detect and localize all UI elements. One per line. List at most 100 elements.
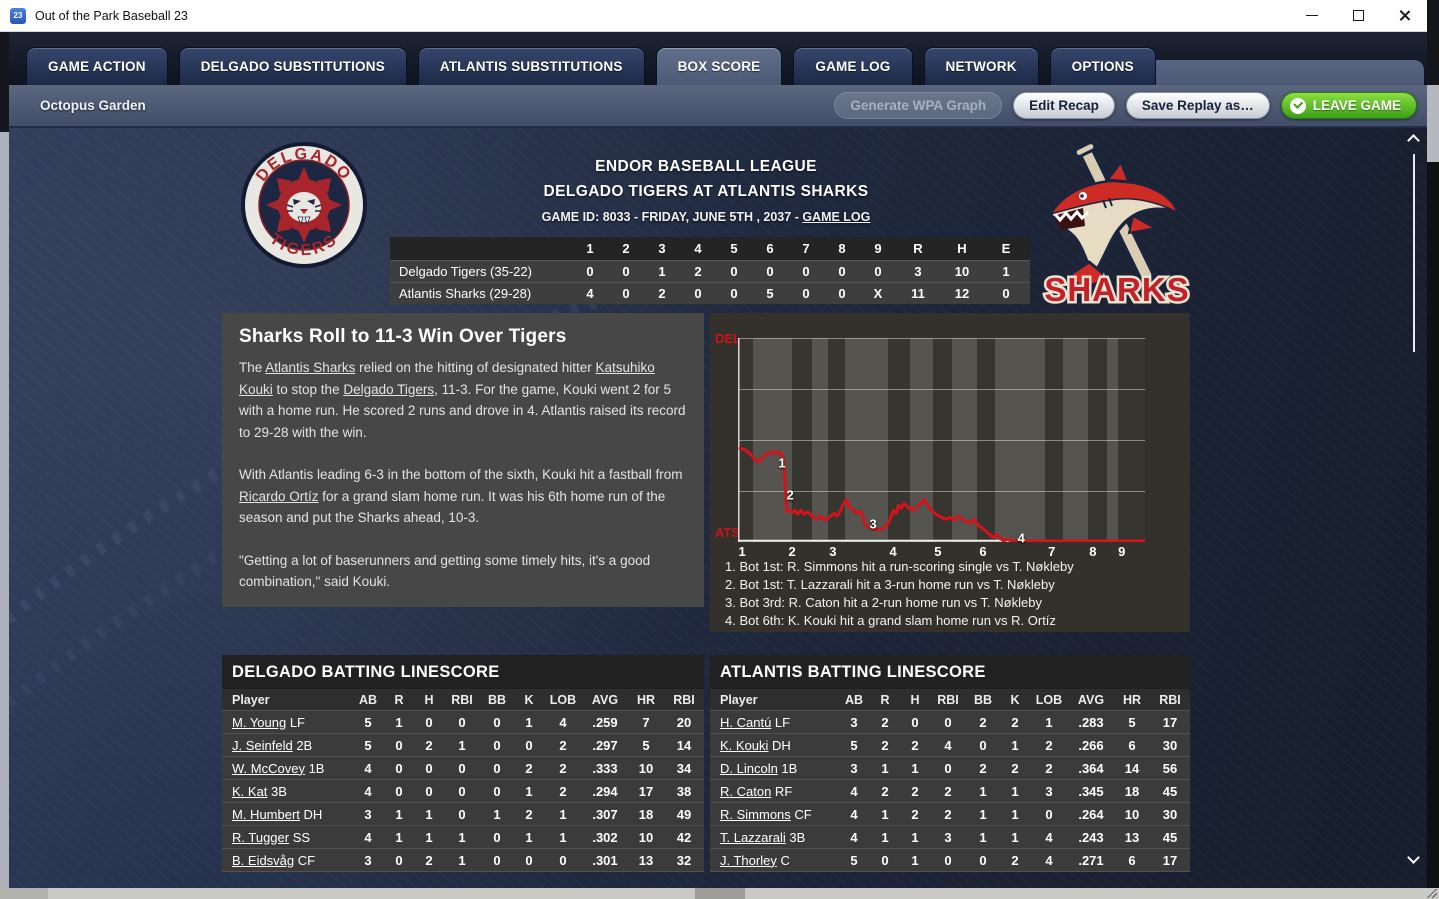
tab-options[interactable]: OPTIONS bbox=[1049, 47, 1156, 85]
save-replay-as-label: Save Replay as… bbox=[1141, 98, 1254, 113]
column-header-avg-8: AVG bbox=[1077, 692, 1105, 707]
scroll-down-icon[interactable] bbox=[1407, 851, 1420, 864]
stat-cell: 1 bbox=[458, 829, 466, 845]
maximize-button[interactable] bbox=[1335, 0, 1381, 31]
stat-cell: 1 bbox=[911, 852, 919, 868]
minimize-button[interactable] bbox=[1289, 0, 1335, 31]
stat-cell: .302 bbox=[592, 829, 618, 845]
column-header-ab-1: AB bbox=[358, 692, 378, 707]
stat-cell: 1 bbox=[979, 783, 987, 799]
linescore-row-delgado-tigers-35-22: Delgado Tigers (35-22) 0 0 1 2 0 0 0 0 0 3 10 1 bbox=[390, 260, 1030, 282]
inning-linescore: 1 2 3 4 5 6 7 8 9 R H E Delgado Tigers (35-22) 0 0 1 2 0 0… bbox=[390, 237, 1030, 304]
stat-cell: 0 bbox=[493, 783, 501, 799]
player-position: RF bbox=[771, 783, 793, 799]
stat-cell: 0 bbox=[425, 714, 433, 730]
stat-cell: 4 bbox=[850, 806, 858, 822]
stat-cell: 2 bbox=[881, 783, 889, 799]
player-link[interactable]: M. Young bbox=[232, 714, 287, 730]
stat-cell: 0 bbox=[493, 737, 501, 753]
stat-cell: .345 bbox=[1078, 783, 1104, 799]
stat-cell: 2 bbox=[525, 806, 533, 822]
stat-cell: 0 bbox=[493, 829, 501, 845]
player-link[interactable]: J. Seinfeld bbox=[232, 737, 293, 753]
player-link[interactable]: K. Kat bbox=[232, 783, 268, 799]
wpa-marker-3: 3 bbox=[869, 516, 877, 532]
stat-cell: 2 bbox=[525, 760, 533, 776]
shark-art bbox=[1049, 159, 1180, 292]
stat-cell: 2 bbox=[559, 760, 567, 776]
stat-cell: 30 bbox=[1162, 737, 1178, 753]
tab-delgado-substitutions[interactable]: DELGADO SUBSTITUTIONS bbox=[178, 47, 407, 85]
scrollbar-thumb[interactable] bbox=[1413, 154, 1415, 352]
desktop-edge-left bbox=[0, 132, 9, 888]
atlantis-sharks-logo: SHARKS bbox=[1042, 141, 1191, 308]
tab-atlantis-substitutions[interactable]: ATLANTIS SUBSTITUTIONS bbox=[417, 47, 645, 85]
stat-cell: 0 bbox=[559, 852, 567, 868]
stat-cell: 1 bbox=[395, 806, 403, 822]
scroll-up-icon[interactable] bbox=[1407, 134, 1420, 147]
tab-game-action[interactable]: GAME ACTION bbox=[26, 47, 168, 85]
player-position: CF bbox=[790, 806, 812, 822]
player-link[interactable]: H. Cantú bbox=[720, 714, 772, 730]
inning-score: 0 bbox=[766, 264, 774, 279]
stat-cell: .307 bbox=[592, 806, 618, 822]
stat-cell: 5 bbox=[850, 852, 858, 868]
stat-cell: 0 bbox=[395, 852, 403, 868]
wpa-band bbox=[1044, 338, 1064, 542]
wpa-band bbox=[1088, 338, 1108, 542]
stat-cell: .243 bbox=[1078, 829, 1104, 845]
game-info-line: GAME ID: 8033 - FRIDAY, JUNE 5TH , 2037 … bbox=[222, 210, 1190, 224]
recap-link-delgado-tigers[interactable]: Delgado Tigers bbox=[343, 381, 435, 397]
player-link[interactable]: R. Caton bbox=[720, 783, 772, 799]
player-cell: K. Kouki DH bbox=[710, 738, 838, 753]
inning-score: 0 bbox=[838, 286, 846, 301]
resize-grip-icon[interactable] bbox=[1427, 889, 1437, 898]
player-link[interactable]: R. Tugger bbox=[232, 829, 290, 845]
stat-cell: .301 bbox=[592, 852, 618, 868]
column-header-rbi-10: RBI bbox=[673, 692, 695, 707]
tab-game-log[interactable]: GAME LOG bbox=[793, 47, 913, 85]
edit-recap-button[interactable]: Edit Recap bbox=[1013, 92, 1115, 119]
stat-cell: 2 bbox=[1045, 737, 1053, 753]
stat-cell: 0 bbox=[944, 760, 952, 776]
recap-link-katsuhiko-kouki[interactable]: Katsuhiko Kouki bbox=[239, 360, 655, 397]
player-link[interactable]: T. Lazzarali bbox=[720, 829, 786, 845]
save-replay-as-button[interactable]: Save Replay as… bbox=[1125, 92, 1270, 119]
stat-cell: 0 bbox=[911, 714, 919, 730]
inning-score: 1 bbox=[658, 264, 666, 279]
taskbar-segment bbox=[0, 888, 48, 899]
game-log-link[interactable]: GAME LOG bbox=[802, 210, 871, 224]
recap-paragraph: The Atlantis Sharks relied on the hittin… bbox=[239, 357, 687, 443]
player-link[interactable]: B. Eidsvåg bbox=[232, 852, 295, 868]
column-header-r-2: R bbox=[880, 692, 890, 707]
tab-box-score[interactable]: BOX SCORE bbox=[655, 47, 783, 85]
batting-row-k-kouki: K. Kouki DH 5 2 2 4 0 1 2 .266 6 30 bbox=[710, 734, 1190, 757]
player-link[interactable]: W. McCovey bbox=[232, 760, 305, 776]
player-link[interactable]: K. Kouki bbox=[720, 737, 769, 753]
stat-cell: 1 bbox=[493, 806, 501, 822]
recap-text: relied on the hitting of designated hitt… bbox=[355, 360, 596, 375]
inning-header: 2 bbox=[622, 241, 630, 256]
stat-cell: 0 bbox=[395, 737, 403, 753]
column-header-hr-9: HR bbox=[636, 692, 656, 707]
player-link[interactable]: J. Thorley bbox=[720, 852, 777, 868]
player-link[interactable]: D. Lincoln bbox=[720, 760, 778, 776]
stat-cell: 38 bbox=[676, 783, 692, 799]
player-link[interactable]: R. Simmons bbox=[720, 806, 791, 822]
stat-cell: 42 bbox=[676, 829, 692, 845]
stat-cell: 2 bbox=[1011, 852, 1019, 868]
column-header-h-3: H bbox=[424, 692, 434, 707]
tab-network[interactable]: NETWORK bbox=[923, 47, 1039, 85]
player-link[interactable]: M. Humbert bbox=[232, 806, 300, 822]
desktop-edge-bottom bbox=[0, 888, 1439, 899]
close-button[interactable] bbox=[1381, 0, 1427, 31]
player-cell: J. Seinfeld 2B bbox=[222, 738, 352, 753]
leave-game-button[interactable]: LEAVE GAME bbox=[1280, 92, 1417, 119]
stat-cell: .259 bbox=[592, 714, 618, 730]
wpa-annotation: 1. Bot 1st: R. Simmons hit a run-scoring… bbox=[725, 559, 1074, 574]
recap-link-atlantis-sharks[interactable]: Atlantis Sharks bbox=[265, 360, 356, 375]
wpa-annotation: 2. Bot 1st: T. Lazzarali hit a 3-run hom… bbox=[725, 577, 1055, 592]
batting-row-m-humbert: M. Humbert DH 3 1 1 0 1 2 1 .307 18 49 bbox=[222, 803, 704, 826]
recap-link-ricardo-ort-z[interactable]: Ricardo Ortíz bbox=[239, 488, 319, 504]
